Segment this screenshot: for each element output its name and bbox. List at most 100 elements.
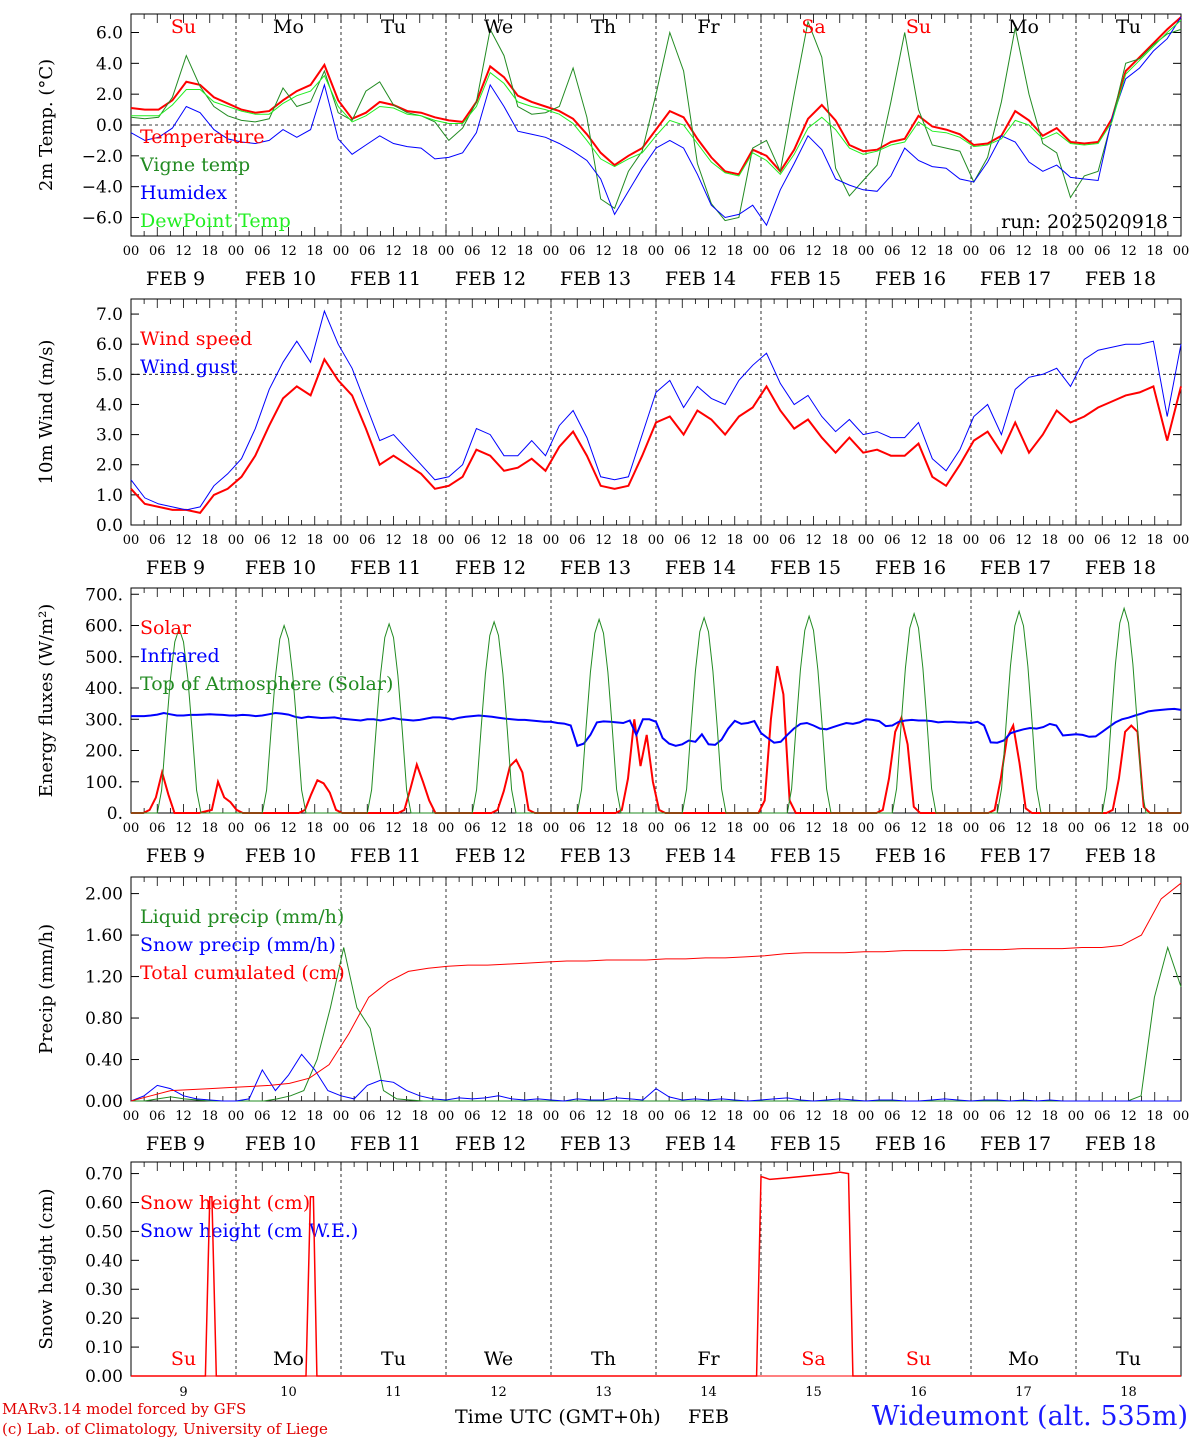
- legend-entry: Top of Atmosphere (Solar): [140, 673, 393, 695]
- run-label: run: 2025020918: [1001, 211, 1168, 233]
- x-hour-label: 12: [490, 244, 507, 259]
- x-hour-label: 06: [359, 821, 376, 836]
- panel-1: [130, 13, 1182, 237]
- day-number-label: 18: [1120, 1385, 1137, 1400]
- snow-height-line: [131, 1171, 1181, 1377]
- x-hour-label: 18: [936, 244, 953, 259]
- legend-entry: Total cumulated (cm): [140, 962, 345, 984]
- x-hour-label: 00: [543, 244, 560, 259]
- x-hour-label: 12: [175, 821, 192, 836]
- x-hour-label: 06: [254, 533, 271, 548]
- x-hour-label: 12: [805, 244, 822, 259]
- x-hour-label: 12: [490, 1109, 507, 1124]
- y-tick-label: 0.: [107, 804, 123, 824]
- x-day-label: FEB 9: [146, 1133, 205, 1155]
- x-hour-label: 00: [648, 821, 665, 836]
- legend-entry: Snow height (cm): [140, 1192, 310, 1214]
- x-hour-label: 06: [989, 821, 1006, 836]
- x-hour-label: 12: [1015, 533, 1032, 548]
- x-day-label: FEB 16: [875, 845, 946, 867]
- x-hour-label: 06: [779, 821, 796, 836]
- series-line-humidex: [130, 16, 1182, 227]
- x-hour-label: 12: [490, 821, 507, 836]
- x-hour-label: 06: [674, 533, 691, 548]
- x-hour-label: 00: [963, 821, 980, 836]
- day-number-label: 10: [280, 1385, 297, 1400]
- series-line-temperature: [130, 16, 1182, 176]
- x-hour-label: 18: [201, 821, 218, 836]
- x-hour-label: 18: [831, 821, 848, 836]
- y-tick-label: 2.00: [85, 885, 123, 905]
- legend-entry: Humidex: [140, 182, 227, 204]
- x-hour-label: 18: [621, 533, 638, 548]
- x-hour-label: 12: [1120, 533, 1137, 548]
- x-hour-label: 06: [674, 1109, 691, 1124]
- x-hour-label: 12: [385, 533, 402, 548]
- weekday-label-top: We: [484, 16, 513, 38]
- x-day-label: FEB 11: [350, 1133, 421, 1155]
- x-hour-label: 00: [858, 533, 875, 548]
- y-tick-label: 0.70: [85, 1165, 123, 1185]
- weekday-label-top: Tu: [1116, 16, 1141, 38]
- y-tick-label: 300.: [85, 710, 123, 730]
- weekday-label-bottom: Mo: [273, 1348, 304, 1370]
- weekday-label-top: Th: [591, 16, 616, 38]
- y-tick-label: 1.60: [85, 926, 123, 946]
- day-number-label: 9: [179, 1385, 187, 1400]
- x-hour-label: 18: [726, 244, 743, 259]
- x-hour-label: 00: [123, 244, 140, 259]
- x-hour-label: 18: [726, 533, 743, 548]
- x-hour-label: 18: [411, 244, 428, 259]
- day-number-label: 13: [595, 1385, 612, 1400]
- x-hour-label: 06: [569, 533, 586, 548]
- x-hour-label: 00: [753, 1109, 770, 1124]
- y-tick-label: 5.0: [96, 365, 123, 385]
- x-hour-label: 06: [464, 244, 481, 259]
- x-hour-label: 18: [1041, 533, 1058, 548]
- y-tick-label: 0.0: [96, 516, 123, 536]
- x-hour-label: 12: [1120, 821, 1137, 836]
- series-line-wind-speed: [130, 357, 1182, 515]
- y-axis-title: Snow height (cm): [36, 1188, 57, 1349]
- x-hour-label: 12: [910, 533, 927, 548]
- legend-entry: Vigne temp: [139, 154, 250, 176]
- x-hour-label: 00: [753, 821, 770, 836]
- y-axis-title: 2m Temp. (°C): [36, 59, 57, 191]
- series-line-vigne-temp: [130, 19, 1182, 222]
- x-hour-label: 18: [306, 821, 323, 836]
- x-hour-label: 00: [228, 1109, 245, 1124]
- weekday-label-top: Su: [906, 16, 931, 38]
- x-day-label: FEB 11: [350, 268, 421, 290]
- x-hour-label: 06: [1094, 1109, 1111, 1124]
- x-day-label: FEB 18: [1085, 845, 1156, 867]
- x-hour-label: 12: [175, 244, 192, 259]
- lab-credit: (c) Lab. of Climatology, University of L…: [2, 1420, 328, 1438]
- y-tick-label: 1.20: [85, 968, 123, 988]
- y-tick-label: 2.0: [96, 85, 123, 105]
- x-day-label: FEB 9: [146, 557, 205, 579]
- x-hour-label: 18: [1041, 244, 1058, 259]
- x-hour-label: 18: [411, 533, 428, 548]
- y-tick-label: 4.0: [96, 54, 123, 74]
- x-day-label: FEB 15: [770, 845, 841, 867]
- x-hour-label: 00: [858, 821, 875, 836]
- day-number-label: 12: [490, 1385, 507, 1400]
- legend-entry: Solar: [140, 617, 192, 639]
- x-day-label: FEB 11: [350, 557, 421, 579]
- x-hour-label: 00: [963, 1109, 980, 1124]
- x-hour-label: 06: [569, 821, 586, 836]
- x-hour-label: 18: [726, 1109, 743, 1124]
- x-day-label: FEB 10: [245, 268, 316, 290]
- x-day-label: FEB 17: [980, 557, 1051, 579]
- legend-entry: Wind gust: [140, 356, 238, 378]
- panel-3: [130, 587, 1182, 814]
- x-hour-label: 18: [306, 533, 323, 548]
- x-hour-label: 12: [490, 533, 507, 548]
- weekday-label-bottom: Tu: [1116, 1348, 1141, 1370]
- y-tick-label: −4.0: [82, 178, 123, 198]
- x-hour-label: 18: [411, 821, 428, 836]
- x-day-label: FEB 15: [770, 268, 841, 290]
- y-tick-label: 700.: [85, 585, 123, 605]
- x-hour-label: 06: [1094, 533, 1111, 548]
- x-hour-label: 18: [831, 533, 848, 548]
